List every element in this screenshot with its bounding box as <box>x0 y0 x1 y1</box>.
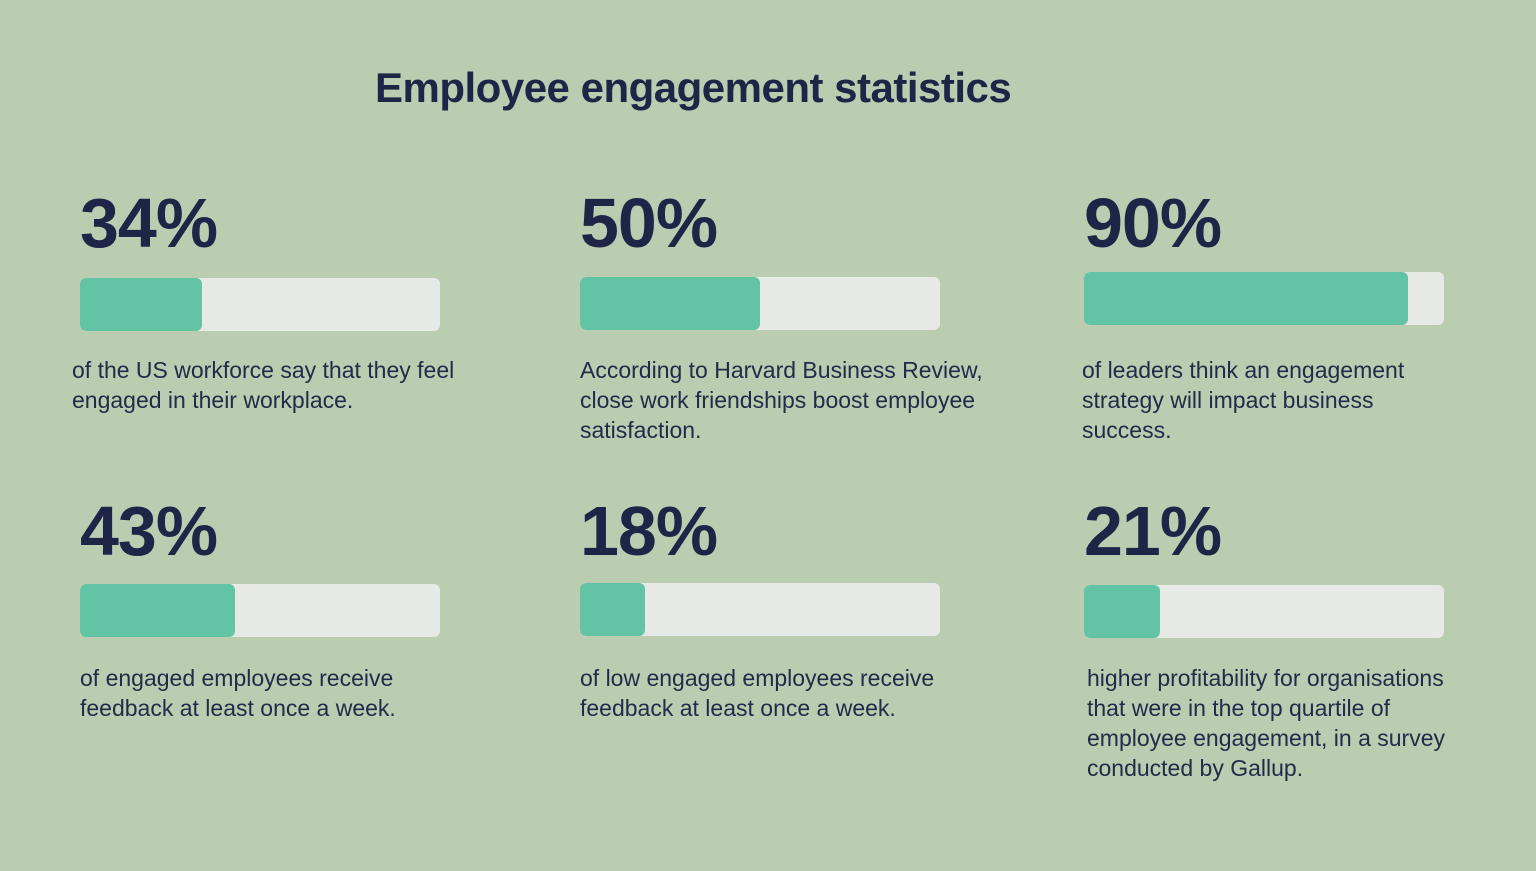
progress-fill <box>1084 585 1160 638</box>
progress-bar <box>580 583 940 636</box>
stat-description: According to Harvard Business Review, cl… <box>580 357 983 443</box>
stat-percentage: 90% <box>1084 184 1222 262</box>
progress-bar <box>1084 272 1444 325</box>
stat-card: 43% of engaged employees receive feedbac… <box>80 492 500 721</box>
stat-percentage: 50% <box>580 184 718 262</box>
stat-percentage: 43% <box>80 492 218 570</box>
stat-card: 21% higher profitability for organisatio… <box>1084 492 1504 781</box>
stat-card: 90% of leaders think an engagement strat… <box>1082 184 1504 443</box>
progress-bar <box>80 584 440 637</box>
stat-card: 34% of the US workforce say that they fe… <box>72 184 500 413</box>
progress-fill <box>580 583 645 636</box>
progress-bar <box>580 277 940 330</box>
stat-percentage: 34% <box>80 184 218 262</box>
page-title: Employee engagement statistics <box>375 64 1012 111</box>
stat-percentage: 21% <box>1084 492 1222 570</box>
stat-description: of engaged employees receive feedback at… <box>80 665 396 721</box>
progress-fill <box>80 584 235 637</box>
progress-bar <box>1084 585 1444 638</box>
stat-card: 18% of low engaged employees receive fee… <box>580 492 1000 721</box>
stat-description: of low engaged employees receive feedbac… <box>580 665 935 721</box>
stat-percentage: 18% <box>580 492 718 570</box>
progress-fill <box>1084 272 1408 325</box>
progress-bar <box>80 278 440 331</box>
progress-fill <box>580 277 760 330</box>
stat-description: of leaders think an engagement strategy … <box>1082 357 1405 443</box>
progress-fill <box>80 278 203 331</box>
stat-description: of the US workforce say that they feel e… <box>72 357 455 413</box>
stat-description: higher profitability for organisations t… <box>1087 665 1445 781</box>
stat-card: 50% According to Harvard Business Review… <box>580 184 1000 443</box>
